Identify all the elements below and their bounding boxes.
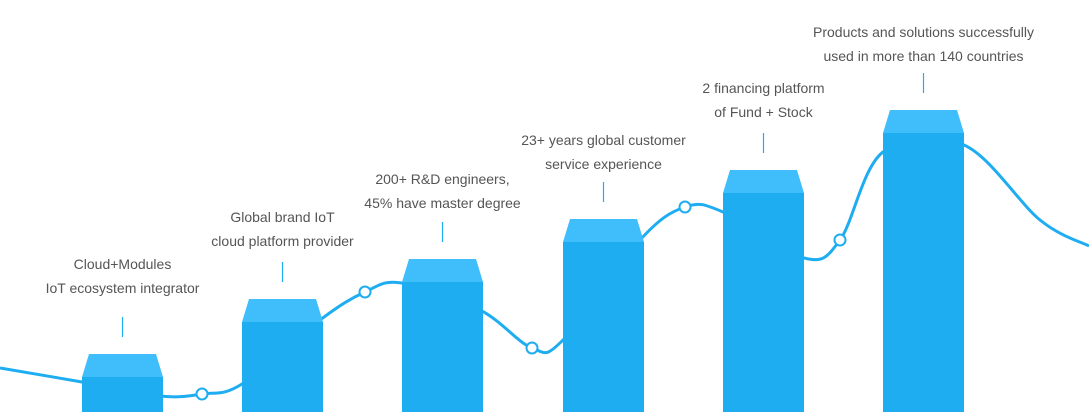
label-line-1: Products and solutions successfully: [813, 24, 1034, 40]
curve-marker: [525, 341, 539, 355]
label-line-2: 45% have master degree: [364, 195, 521, 211]
label-line-1: 2 financing platform: [702, 80, 825, 96]
milestone-label-5: 2 financing platform of Fund + Stock: [634, 76, 894, 124]
bar-cap: [883, 110, 964, 133]
curve-marker: [195, 387, 209, 401]
milestone-bar: [723, 193, 804, 412]
milestone-bar: [883, 133, 964, 412]
label-line-1: Global brand IoT: [230, 209, 335, 225]
label-line-2: service experience: [545, 156, 662, 172]
bar-cap: [82, 354, 163, 377]
curve-marker: [358, 285, 372, 299]
label-line-2: used in more than 140 countries: [823, 48, 1024, 64]
bar-cap: [563, 219, 644, 242]
milestone-bar: [563, 242, 644, 412]
milestone-label-1: Cloud+Modules IoT ecosystem integrator: [0, 252, 253, 300]
label-line-2: IoT ecosystem integrator: [45, 280, 200, 296]
bar-cap: [242, 299, 323, 322]
milestone-bar: [82, 377, 163, 412]
milestone-label-3: 200+ R&D engineers, 45% have master degre…: [313, 167, 573, 215]
label-line-2: of Fund + Stock: [714, 104, 813, 120]
milestone-bar: [402, 282, 483, 412]
growth-curve: [0, 136, 1089, 399]
curve-marker: [833, 233, 847, 247]
label-line-2: cloud platform provider: [211, 233, 354, 249]
milestone-label-6: Products and solutions successfully used …: [794, 20, 1054, 68]
curve-marker: [678, 200, 692, 214]
label-line-1: Cloud+Modules: [73, 256, 172, 272]
milestone-label-4: 23+ years global customer service experie…: [474, 128, 734, 176]
bar-cap: [723, 170, 804, 193]
milestone-bar: [242, 322, 323, 412]
label-line-1: 23+ years global customer: [521, 132, 686, 148]
label-line-1: 200+ R&D engineers,: [375, 171, 510, 187]
milestone-label-2: Global brand IoT cloud platform provider: [153, 205, 413, 253]
bar-cap: [402, 259, 483, 282]
